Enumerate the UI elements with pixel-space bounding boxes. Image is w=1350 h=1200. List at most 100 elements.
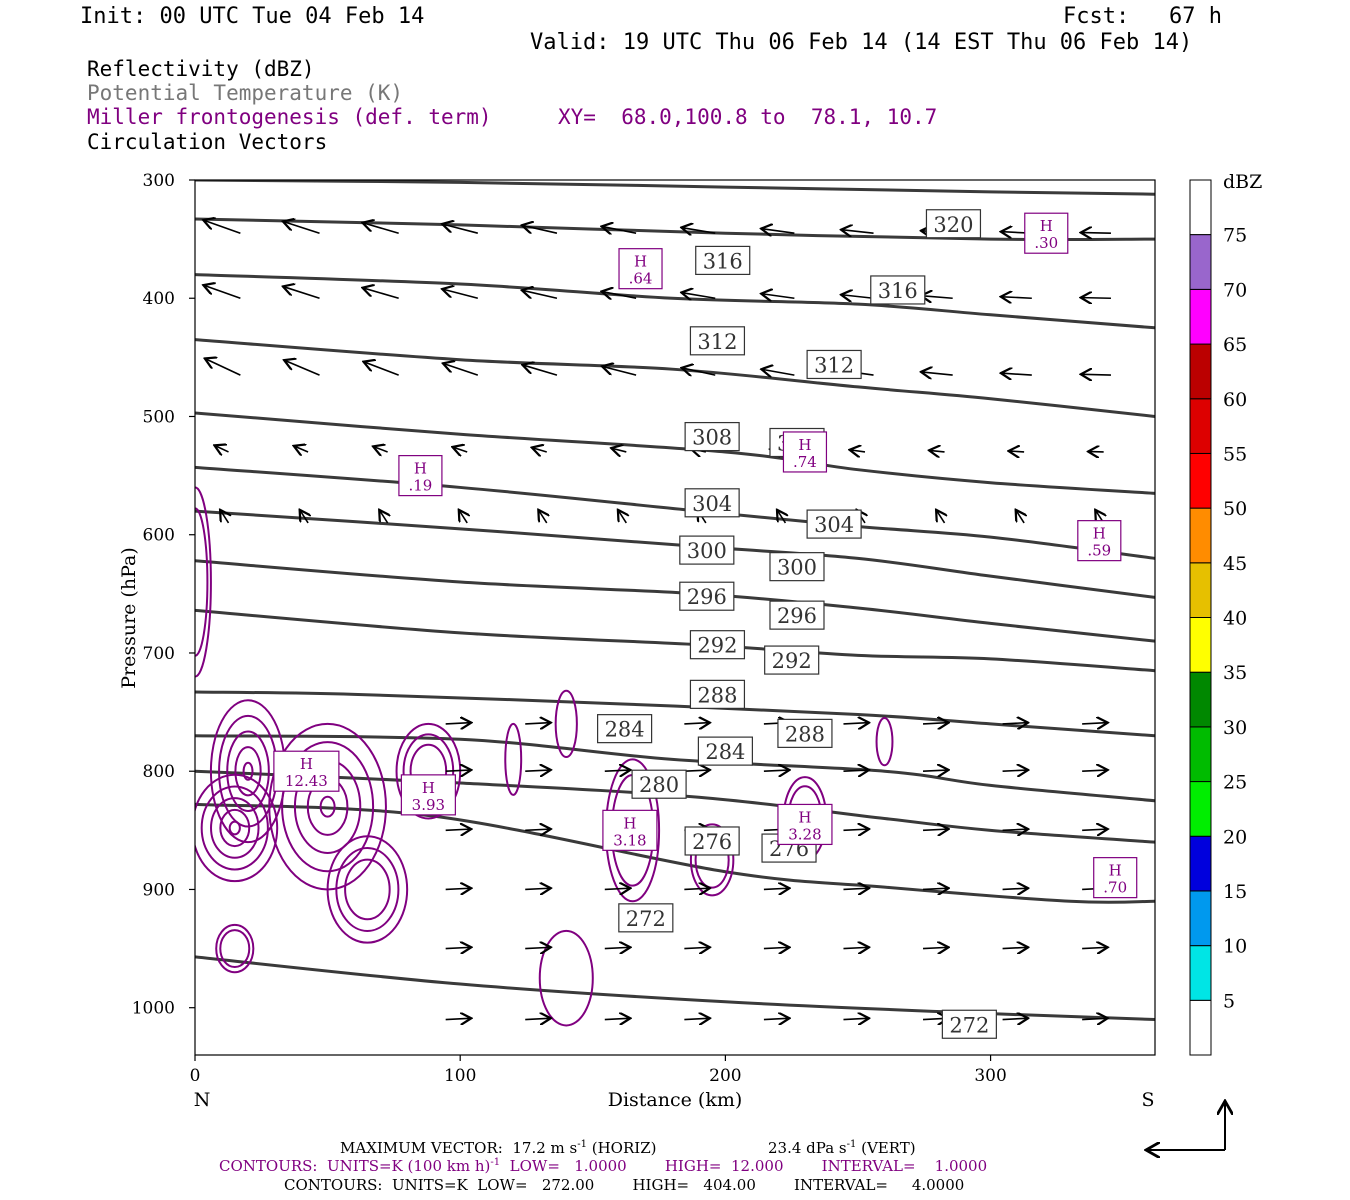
circulation-vector [1002, 1018, 1027, 1019]
circulation-vector [1082, 374, 1111, 375]
circulation-vector [843, 829, 867, 830]
max-label-value: .30 [1034, 234, 1058, 252]
valid-time: Valid: 19 UTC Thu 06 Feb 14 (14 EST Thu … [530, 30, 1193, 55]
theta-contour-296 [195, 509, 1155, 599]
max-label-h: H [1040, 217, 1053, 235]
circulation-vector [1082, 947, 1106, 948]
circulation-vector [778, 511, 786, 524]
theta-contour-320 [195, 180, 1155, 196]
circulation-vector [922, 829, 947, 830]
theta-label: 320 [933, 213, 973, 237]
circulation-vector [1082, 770, 1106, 771]
max-label-value: 12.43 [285, 772, 328, 790]
colorbar-level: 5 [1223, 990, 1235, 1012]
colorbar-level: 30 [1223, 717, 1247, 739]
circulation-vector [454, 447, 468, 451]
circulation-vector [525, 723, 549, 724]
circulation-vector [1162, 1018, 1186, 1019]
circulation-vector [216, 446, 229, 452]
circulation-vector [1010, 451, 1025, 452]
circulation-vector [525, 829, 549, 830]
legend-vectors: Circulation Vectors [87, 130, 328, 154]
circulation-vector [843, 888, 867, 889]
max-label-h: H [422, 779, 435, 797]
circulation-vector [445, 770, 470, 771]
frontogenesis-contour [689, 823, 735, 897]
circulation-vector [364, 288, 399, 300]
y-tick-label: 300 [143, 171, 175, 191]
theta-label-box [689, 679, 746, 709]
circulation-vector [375, 447, 388, 452]
y-tick-label: 400 [143, 289, 175, 309]
circulation-vector [603, 227, 637, 234]
frontogenesis-contour [219, 808, 251, 848]
circulation-vector [619, 511, 627, 524]
circulation-vector [445, 723, 470, 724]
theta-label-box [925, 209, 982, 239]
theta-contour-288 [195, 608, 1155, 673]
circulation-vector [1162, 888, 1186, 889]
circulation-vector [523, 291, 558, 300]
axes: 300 400 500 600 700 800 900 1000 0 100 200 300 [132, 171, 1007, 1086]
circulation-vector [284, 222, 320, 234]
circulation-vector [922, 947, 947, 948]
theta-label-box [697, 736, 753, 766]
frontogenesis-contour [228, 820, 241, 836]
circulation-vector [445, 888, 470, 889]
x-tick-label: 0 [190, 1066, 201, 1086]
south-label: S [1141, 1089, 1154, 1111]
frontogenesis-contour [281, 741, 375, 873]
theta-contour-284 [195, 690, 1155, 738]
circulation-vector [1002, 297, 1032, 298]
max-label-box [777, 803, 833, 846]
circulation-vector [221, 511, 229, 524]
circulation-vector [1002, 770, 1027, 771]
theta-label: 280 [639, 773, 679, 797]
frontogenesis-contour [210, 797, 260, 859]
circulation-vector [922, 723, 947, 724]
circulation-vector [843, 723, 867, 724]
theta-contour-316 [195, 217, 1155, 242]
max-label-box [400, 774, 456, 816]
theta-label-box [689, 326, 746, 356]
footer-contours-frontogenesis: CONTOURS: UNITS=K (100 km h)-1 LOW= 1.00… [219, 1157, 988, 1175]
circulation-vector [763, 229, 795, 233]
circulation-vector [604, 770, 629, 771]
theta-label-box [679, 581, 735, 611]
theta-label: 284 [605, 718, 645, 742]
circulation-vector [683, 368, 716, 375]
y-tick-label: 900 [143, 880, 175, 900]
colorbar-segment [1189, 288, 1212, 345]
circulation-vector [445, 947, 470, 948]
max-label-box [602, 809, 658, 851]
circulation-vector [524, 365, 558, 376]
colorbar-level: 15 [1223, 881, 1247, 903]
theta-contour-308 [195, 338, 1155, 418]
theta-label: 300 [687, 539, 727, 563]
max-label-box [782, 431, 828, 473]
theta-label-box [684, 421, 740, 452]
frontogenesis-contour [215, 923, 255, 974]
theta-label-box [684, 488, 740, 518]
circulation-vector [683, 293, 716, 298]
circulation-vector [763, 294, 795, 298]
frontogenesis-contour [226, 730, 270, 812]
circulation-vector [1082, 298, 1111, 299]
theta-label-box [769, 600, 825, 630]
circulation-vector [851, 450, 866, 452]
footer-contours-theta: CONTOURS: UNITS=K LOW= 272.00 HIGH= 404.… [284, 1176, 965, 1194]
theta-contour-272 [195, 955, 1155, 1022]
colorbar-segment [1189, 617, 1212, 673]
legend-theta: Potential Temperature (K) [87, 81, 404, 105]
max-label-box [273, 750, 340, 792]
colorbar-level: 55 [1223, 443, 1247, 465]
frontogenesis-contour [242, 761, 254, 781]
max-label-h: H [414, 460, 427, 478]
colorbar-segment [1189, 945, 1212, 1001]
max-label-value: .74 [793, 453, 817, 471]
circulation-vector [444, 364, 479, 376]
circulation-vector [931, 451, 945, 452]
max-label-value: .70 [1103, 879, 1127, 897]
theta-label: 316 [878, 279, 918, 303]
